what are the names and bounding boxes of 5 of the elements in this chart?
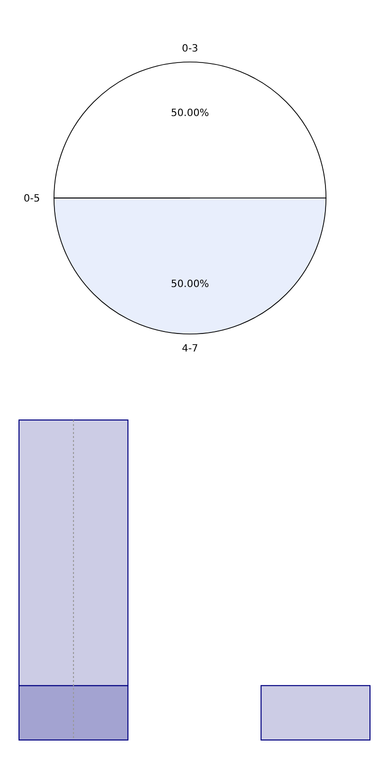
data-label: 50.00% [170,108,210,119]
slice-label: 0-3 [182,44,198,54]
slice-label: 4-7 [182,344,198,354]
category-label: 0-5 [24,194,40,204]
data-label: 50.00% [170,279,210,290]
